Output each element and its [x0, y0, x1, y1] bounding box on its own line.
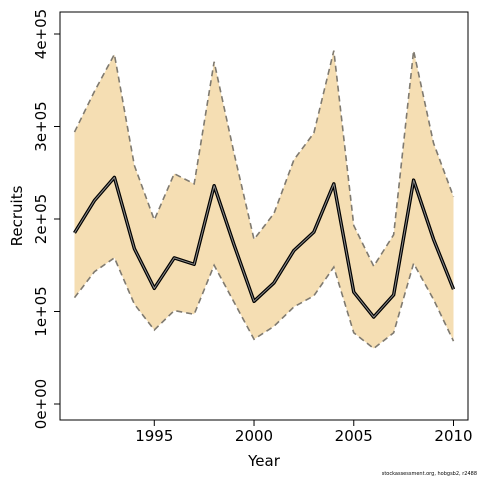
y-tick-label: 4e+05 [32, 9, 50, 59]
y-tick-label: 3e+05 [32, 101, 50, 151]
y-tick-label: 2e+05 [32, 194, 50, 244]
x-axis-label: Year [247, 452, 281, 470]
x-tick-label: 2000 [235, 427, 273, 445]
estimate-line [74, 176, 454, 318]
plot-frame [59, 11, 469, 421]
plot-area [73, 50, 456, 350]
upper-bound-line [73, 50, 455, 268]
confidence-band [74, 50, 454, 349]
credit-text: stockassessment.org, hobgsb2, r2488 [381, 471, 477, 477]
x-tick-label: 1995 [135, 427, 173, 445]
x-tick-label: 2005 [335, 427, 373, 445]
y-tick-label: 1e+05 [32, 286, 50, 336]
lower-bound-line [73, 256, 455, 350]
y-axis: 0e+00 1e+05 2e+05 3e+05 4e+05 [32, 9, 60, 429]
x-axis: 1995 2000 2005 2010 [135, 420, 473, 445]
y-tick-label: 0e+00 [32, 379, 50, 429]
x-tick-label: 2010 [434, 427, 472, 445]
y-axis-label: Recruits [8, 185, 26, 246]
